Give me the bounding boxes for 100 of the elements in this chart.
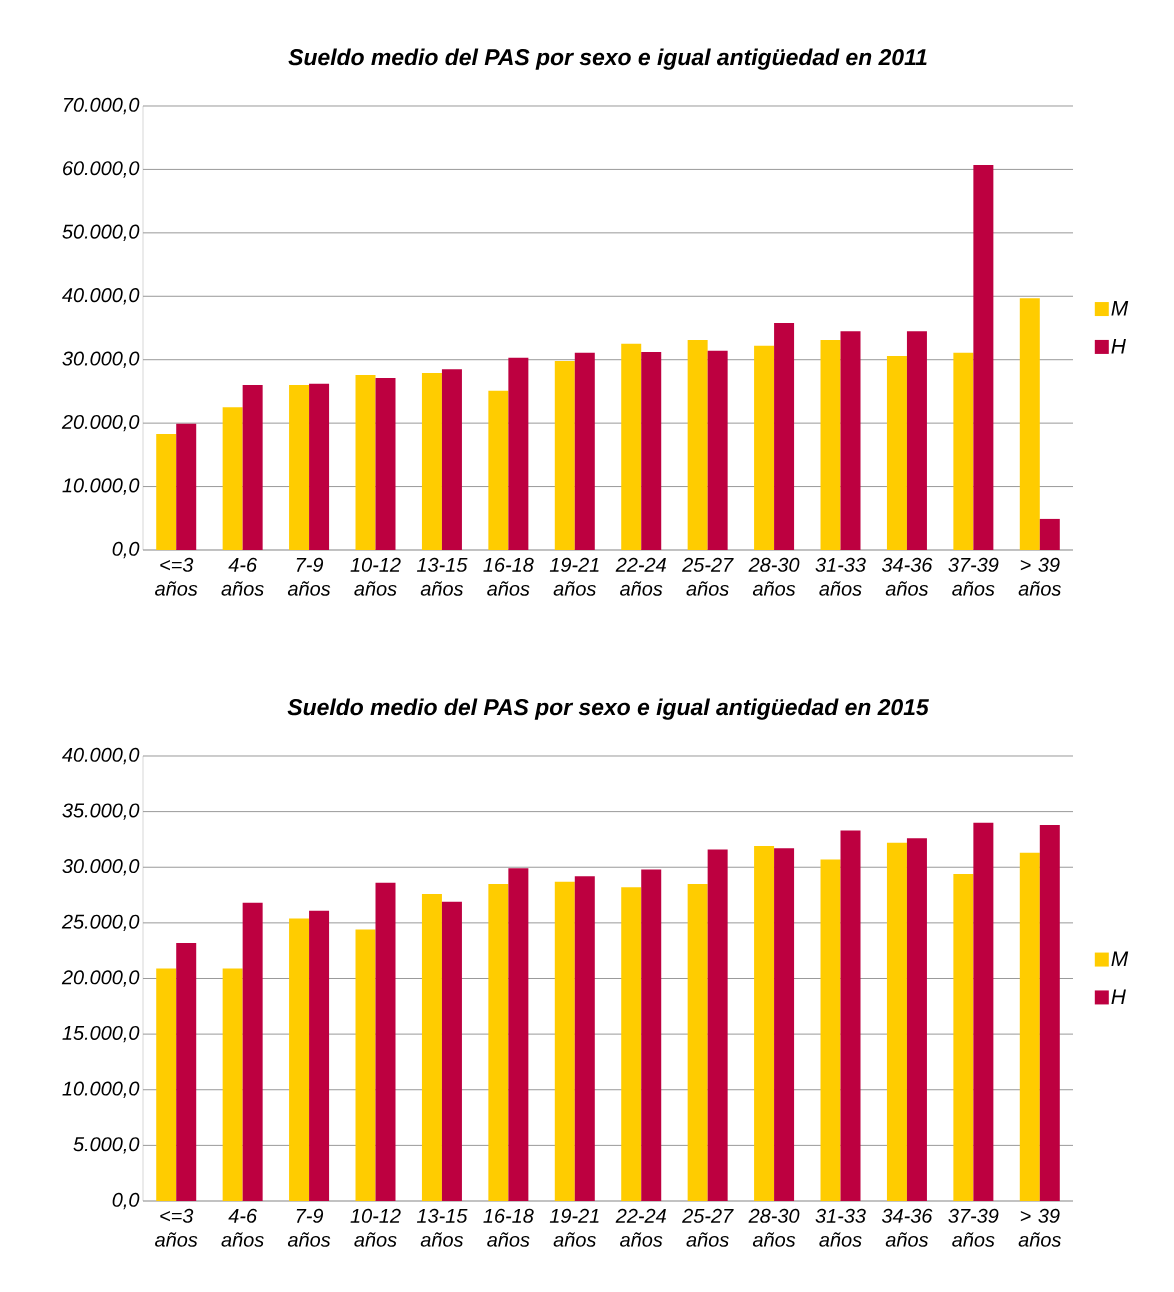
bar [953,873,974,1201]
bar [1039,824,1060,1201]
y-tick-label: 0,0 [112,541,140,559]
bar [508,868,529,1201]
y-tick-label: 60.000,0 [63,161,140,178]
legend-label: M [1111,951,1129,967]
y-tick-label: 40.000,0 [62,747,140,765]
bar [441,901,462,1201]
chart-title: Sueldo medio del PAS por sexo e igual antigüedad en 2011 [288,48,927,70]
bar [687,883,708,1201]
bar [488,883,509,1201]
bar [355,374,376,550]
x-tick-label: 16-18 años [483,557,534,596]
bar [355,929,376,1201]
x-tick-label: 25-27 años [682,557,734,596]
y-tick-label: 20.000,0 [61,970,140,987]
x-tick-label: <=3 años [155,557,198,596]
bar [242,902,263,1201]
bar [621,343,642,550]
x-tick-label: 34-36 años [881,1208,933,1247]
bar [886,842,907,1201]
bar [242,385,263,550]
bar [289,385,310,550]
x-tick-label: > 39 años [1018,557,1061,596]
x-tick-label: 4-6 años [221,1208,264,1247]
x-tick-label: 13-15 años [416,557,468,596]
y-tick-label: 40.000,0 [62,288,140,305]
x-tick-label: 10-12 años [350,1208,401,1247]
bar [774,848,795,1201]
bar [421,893,442,1201]
bar [774,322,795,550]
legend-label: H [1111,989,1126,1004]
x-tick-label: 28-30 años [748,557,800,596]
bar [441,369,462,550]
y-tick-label: 0,0 [112,1192,140,1210]
bar [508,357,529,550]
x-tick-label: 7-9 años [287,1208,331,1247]
bar [621,887,642,1201]
bar [820,859,841,1201]
y-tick-label: 10.000,0 [62,1081,140,1098]
y-tick-label: 25.000,0 [61,914,140,932]
bar [574,876,595,1201]
bar [222,968,243,1201]
bar [1019,298,1040,550]
bar [1019,852,1040,1201]
bar [820,340,841,550]
x-tick-label: 37-39 años [948,557,999,596]
bar [554,360,575,550]
x-tick-label: 4-6 años [221,557,264,596]
bar [840,331,861,550]
y-tick-label: 20.000,0 [61,414,140,432]
bar [754,345,775,550]
x-tick-label: 13-15 años [416,1208,468,1247]
bar [906,331,927,550]
bar [973,822,994,1201]
bar [574,352,595,550]
bar [687,340,708,550]
bar [973,164,994,550]
y-tick-label: 10.000,0 [62,478,140,495]
bar [906,838,927,1201]
bar [488,390,509,550]
bar [641,869,662,1201]
legend-label: M [1111,301,1129,316]
legend-label: H [1111,338,1126,354]
x-tick-label: <=3 años [155,1208,198,1247]
y-tick-label: 15.000,0 [62,1025,140,1043]
y-tick-label: 70.000,0 [63,97,140,115]
bar [156,433,177,550]
bar [1039,518,1060,550]
bar [375,882,396,1201]
bar [309,383,330,550]
bar [375,378,396,550]
bar [222,407,243,550]
chart-title: Sueldo medio del PAS por sexo e igual antigüedad en 2015 [287,698,929,720]
y-tick-label: 35.000,0 [62,803,140,820]
x-tick-label: 37-39 años [948,1208,999,1247]
y-tick-label: 30.000,0 [62,351,140,368]
bar [886,355,907,550]
bar [953,352,974,550]
bar [156,968,177,1201]
x-tick-label: 22-24 años [615,557,666,596]
x-tick-label: 31-33 años [815,1208,866,1247]
bar [309,910,330,1201]
bar [176,942,197,1201]
y-tick-label: 5.000,0 [73,1137,140,1154]
x-tick-label: 31-33 años [815,557,866,596]
x-tick-label: 28-30 años [748,1208,800,1247]
x-tick-label: 19-21 años [549,557,599,596]
bar [754,846,775,1201]
x-tick-label: 25-27 años [682,1208,734,1247]
bar [707,350,728,550]
bar [176,423,197,550]
x-tick-label: 10-12 años [350,557,401,596]
bar [289,918,310,1201]
bar [840,830,861,1201]
x-tick-label: 34-36 años [881,557,933,596]
bar [641,352,662,550]
y-tick-label: 30.000,0 [62,859,140,876]
bar [421,373,442,550]
x-tick-label: 19-21 años [549,1208,599,1247]
